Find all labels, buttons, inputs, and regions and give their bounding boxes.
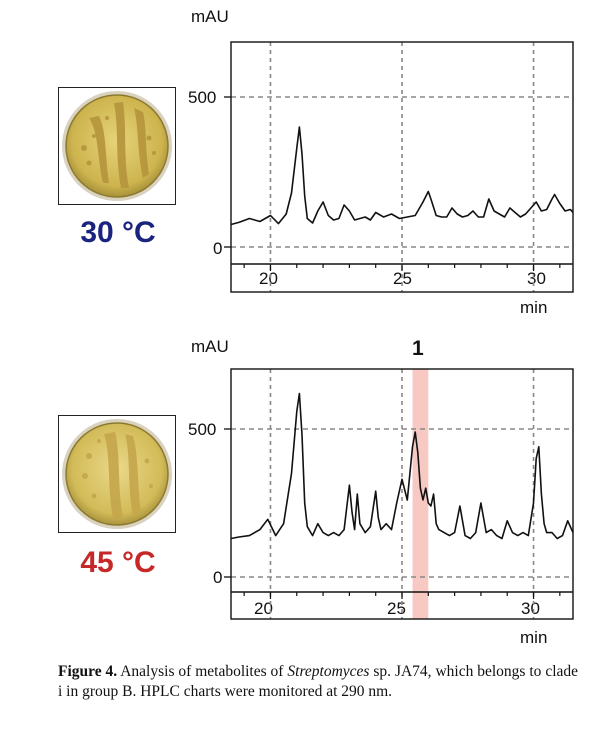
x-tick-label-30: 30	[527, 269, 546, 288]
x-tick-label-25: 25	[393, 269, 412, 288]
hplc-chart-30c: mAU min 500 0 20 25 30	[188, 7, 574, 317]
y-tick-label-0: 0	[213, 239, 222, 258]
temperature-label-45c: 45 °C	[80, 546, 156, 579]
x-tick-label-25: 25	[387, 599, 406, 618]
y-tick-label-500: 500	[188, 420, 216, 439]
peak-label: 1	[412, 337, 424, 360]
y-tick-label-0: 0	[213, 568, 222, 587]
temperature-label-30c: 30 °C	[80, 216, 156, 249]
x-tick-label-30: 30	[521, 599, 540, 618]
y-tick-label-500: 500	[188, 88, 216, 107]
y-tick-labels: 500 0	[188, 420, 222, 587]
x-tick-labels: 20 25 30	[254, 599, 540, 618]
caption-text-1: Analysis of metabolites of	[117, 663, 288, 680]
caption-species: Streptomyces	[287, 663, 370, 680]
plot-frame	[230, 368, 574, 620]
petri-dish-image	[62, 419, 172, 529]
x-tick-label-20: 20	[259, 269, 278, 288]
plot-frame	[230, 41, 574, 293]
x-tick-labels: 20 25 30	[259, 269, 546, 288]
y-unit-label: mAU	[191, 337, 229, 356]
x-tick-label-20: 20	[254, 599, 273, 618]
plot-area	[224, 41, 574, 293]
agar-plate-photo-45c	[58, 415, 176, 533]
plot-area	[224, 368, 574, 620]
x-unit-label: min	[520, 628, 547, 647]
y-tick-labels: 500 0	[188, 88, 222, 258]
chromatogram-trace	[230, 126, 574, 226]
x-unit-label: min	[520, 298, 547, 317]
caption-label: Figure 4.	[58, 663, 118, 680]
peak-highlight-band	[412, 369, 429, 619]
y-unit-label: mAU	[191, 7, 229, 26]
figure-caption: Figure 4. Analysis of metabolites of Str…	[58, 662, 578, 702]
chromatogram-trace	[230, 392, 574, 540]
agar-plate-photo-30c	[58, 87, 176, 205]
hplc-chart-45c: mAU 1 min 500 0 20 25 30	[188, 337, 574, 647]
caption-text-2: sp. JA74, which belongs to clade i in gr…	[58, 663, 579, 700]
petri-dish-image	[62, 91, 172, 201]
